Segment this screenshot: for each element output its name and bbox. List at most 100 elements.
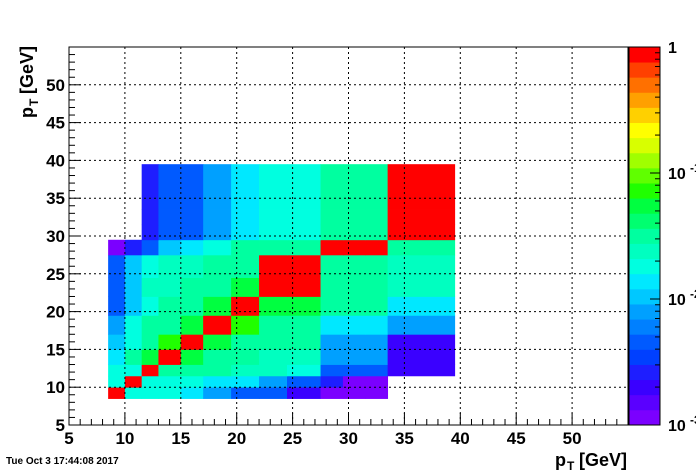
heatmap-cell bbox=[259, 296, 288, 316]
heatmap-cell bbox=[231, 364, 260, 377]
x-tick-label: 50 bbox=[563, 429, 582, 448]
heatmap-cell bbox=[231, 209, 260, 226]
heatmap-cell bbox=[287, 364, 321, 377]
heatmap-cell bbox=[365, 387, 389, 399]
heatmap-cell bbox=[320, 315, 344, 335]
heatmap-cell bbox=[231, 239, 260, 256]
heatmap-cell bbox=[124, 334, 143, 350]
heatmap-cell bbox=[320, 277, 344, 297]
heatmap-cell bbox=[203, 164, 232, 210]
heatmap-cell bbox=[158, 296, 182, 316]
x-tick-label: 15 bbox=[171, 429, 190, 448]
heatmap-cell bbox=[158, 375, 182, 388]
color-scale-swatch bbox=[629, 107, 660, 123]
heatmap-cell bbox=[180, 387, 204, 399]
heatmap-cell bbox=[259, 334, 288, 350]
heatmap-cell bbox=[180, 209, 204, 226]
heatmap-cell bbox=[342, 375, 366, 388]
heatmap-cell bbox=[158, 254, 182, 278]
heatmap-cell bbox=[231, 296, 260, 316]
heatmap-cell bbox=[124, 387, 143, 399]
heatmap-cell bbox=[180, 349, 204, 365]
heatmap-cell bbox=[320, 349, 344, 365]
heatmap-cell bbox=[141, 209, 159, 226]
color-scale-swatch bbox=[629, 167, 660, 184]
heatmap-cell bbox=[231, 315, 260, 335]
color-scale-swatch bbox=[629, 379, 660, 396]
heatmap-cell bbox=[387, 224, 456, 241]
heatmap-cell bbox=[259, 277, 288, 297]
heatmap-cell bbox=[141, 334, 159, 350]
z-tick-exponent: -1 bbox=[690, 161, 696, 175]
heatmap-cell bbox=[158, 334, 182, 350]
color-scale-labels: 1 10 -1 10 -2 10 -3 bbox=[650, 40, 696, 435]
heatmap-cell bbox=[320, 375, 344, 388]
heatmap-cell bbox=[180, 277, 204, 297]
heatmap-cell bbox=[320, 239, 344, 256]
y-tick-label: 30 bbox=[46, 227, 65, 246]
heatmap-cell bbox=[180, 239, 204, 256]
heatmap-cell bbox=[158, 364, 182, 377]
color-scale-swatch bbox=[629, 243, 660, 260]
heatmap-cell bbox=[259, 239, 288, 256]
heatmap-cell bbox=[342, 349, 366, 365]
y-tick-label: 5 bbox=[56, 416, 65, 435]
heatmap-cell bbox=[231, 375, 260, 388]
x-axis-ticks: 5 10 15 20 25 30 35 40 45 50 bbox=[64, 413, 629, 448]
x-tick-label: 40 bbox=[451, 429, 470, 448]
heatmap-cell bbox=[387, 277, 456, 297]
heatmap-cell bbox=[141, 375, 159, 388]
heatmap-cell bbox=[259, 349, 288, 365]
heatmap-cell bbox=[203, 387, 232, 399]
heatmap-cell bbox=[387, 334, 456, 350]
color-scale-swatch bbox=[629, 77, 660, 93]
heatmap-cell bbox=[259, 315, 288, 335]
x-tick-label: 35 bbox=[395, 429, 414, 448]
x-tick-label: 5 bbox=[64, 429, 73, 448]
heatmap-cell bbox=[320, 364, 344, 377]
heatmap-cell bbox=[141, 164, 159, 210]
color-scale-swatch bbox=[629, 304, 660, 320]
heatmap-cell bbox=[387, 364, 456, 377]
color-scale-swatch bbox=[629, 349, 660, 365]
heatmap-cell bbox=[259, 164, 288, 210]
heatmap-cell bbox=[180, 164, 204, 210]
heatmap-cell bbox=[342, 364, 366, 377]
heatmap-cell bbox=[108, 277, 126, 297]
heatmap-cell bbox=[320, 164, 344, 210]
heatmap-cell bbox=[365, 334, 389, 350]
color-scale-swatch bbox=[629, 198, 660, 214]
color-scale-swatch bbox=[629, 47, 660, 63]
heatmap-cell bbox=[365, 315, 389, 335]
heatmap-cell bbox=[203, 349, 232, 365]
y-tick-label: 50 bbox=[46, 76, 65, 95]
heatmap-cell bbox=[180, 334, 204, 350]
z-tick-label: 10 bbox=[668, 292, 686, 309]
heatmap-cell bbox=[287, 254, 321, 278]
heatmap-cell bbox=[287, 239, 321, 256]
heatmap-cell bbox=[108, 254, 126, 278]
heatmap-cell bbox=[231, 164, 260, 210]
heatmap-cell bbox=[342, 254, 366, 278]
heatmap-cell bbox=[320, 254, 344, 278]
heatmap-cell bbox=[203, 239, 232, 256]
heatmap-cell bbox=[231, 334, 260, 350]
heatmap-cell bbox=[287, 375, 321, 388]
heatmap-cell bbox=[259, 224, 288, 241]
color-scale-swatch bbox=[629, 228, 660, 244]
heatmap-cell bbox=[259, 387, 288, 399]
heatmap-cell bbox=[259, 364, 288, 377]
heatmap-cell bbox=[124, 296, 143, 316]
heatmap-cell bbox=[158, 224, 182, 241]
heatmap-cell bbox=[342, 334, 366, 350]
heatmap-cell bbox=[387, 315, 456, 335]
heatmap-cell bbox=[180, 224, 204, 241]
grid-lines bbox=[69, 47, 628, 425]
z-tick-exponent: -2 bbox=[690, 287, 696, 301]
heatmap-cell bbox=[287, 277, 321, 297]
color-scale-swatch bbox=[629, 92, 660, 108]
heatmap-cell bbox=[342, 296, 366, 316]
heatmap-cell bbox=[124, 254, 143, 278]
y-tick-label: 40 bbox=[46, 151, 65, 170]
